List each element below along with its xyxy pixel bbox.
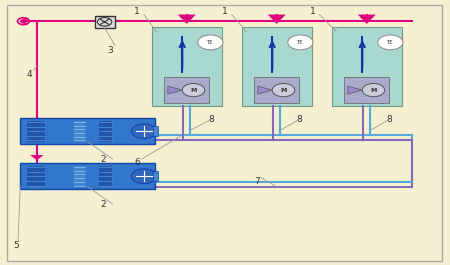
Bar xyxy=(344,77,389,103)
Bar xyxy=(152,26,221,106)
Bar xyxy=(332,26,401,106)
Text: 7: 7 xyxy=(255,177,260,186)
Polygon shape xyxy=(30,155,44,160)
Text: 1: 1 xyxy=(135,7,140,16)
Polygon shape xyxy=(168,86,182,94)
Circle shape xyxy=(378,35,403,50)
Text: 2: 2 xyxy=(101,154,106,164)
Text: 2: 2 xyxy=(101,200,106,209)
Text: 3: 3 xyxy=(108,46,113,55)
Circle shape xyxy=(131,169,157,184)
Text: 8: 8 xyxy=(209,115,214,124)
Circle shape xyxy=(362,83,385,97)
Text: 6: 6 xyxy=(135,158,140,167)
Bar xyxy=(20,118,155,144)
Bar xyxy=(99,121,112,142)
Text: TE: TE xyxy=(297,40,304,45)
Bar xyxy=(153,126,158,136)
Text: 1: 1 xyxy=(222,7,228,16)
Polygon shape xyxy=(178,15,196,24)
Bar xyxy=(254,77,299,103)
Bar xyxy=(99,166,112,187)
Text: M: M xyxy=(370,88,377,92)
Bar xyxy=(74,166,86,187)
Polygon shape xyxy=(268,15,286,24)
Text: 1: 1 xyxy=(310,7,315,16)
Text: M: M xyxy=(280,88,287,92)
Circle shape xyxy=(288,35,313,50)
Polygon shape xyxy=(358,15,376,24)
Bar xyxy=(164,77,209,103)
Text: 4: 4 xyxy=(27,70,32,79)
Text: TE: TE xyxy=(207,40,214,45)
Bar xyxy=(74,121,86,142)
Bar xyxy=(153,171,158,181)
Circle shape xyxy=(182,83,205,97)
Bar xyxy=(27,121,45,142)
Text: TE: TE xyxy=(387,40,394,45)
Text: 8: 8 xyxy=(387,115,392,124)
Circle shape xyxy=(131,124,157,139)
Bar xyxy=(20,163,155,189)
Bar xyxy=(242,26,311,106)
Bar xyxy=(94,16,115,28)
Polygon shape xyxy=(258,86,272,94)
Polygon shape xyxy=(348,86,362,94)
Bar xyxy=(27,166,45,187)
Text: 5: 5 xyxy=(14,241,19,250)
Circle shape xyxy=(198,35,223,50)
Text: M: M xyxy=(190,88,197,92)
Text: 8: 8 xyxy=(297,115,302,124)
Circle shape xyxy=(272,83,295,97)
